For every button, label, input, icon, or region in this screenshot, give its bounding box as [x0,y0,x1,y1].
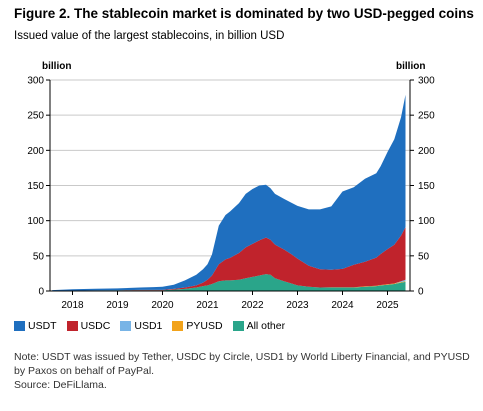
area-usdc [52,227,406,291]
y-tick-label-right: 300 [418,76,435,87]
legend-swatch [232,321,244,331]
y-axis-label-left: billion [42,61,71,72]
chart-subtitle: Issued value of the largest stablecoins,… [14,30,285,42]
legend-label: USDT [28,320,57,332]
y-tick-label-right: 150 [418,181,435,192]
y-axis-label-right: billion [396,61,425,72]
x-tick-label: 2024 [331,300,354,311]
y-tick-label-left: 150 [27,181,44,192]
legend-label: USD1 [134,320,163,332]
y-tick-label-right: 200 [418,146,435,157]
legend-item: USDT [14,320,57,332]
legend-item: USD1 [120,320,162,332]
source-text: Source: DeFiLlama. [14,379,107,391]
y-tick-label-left: 200 [27,146,44,157]
legend: USDT USDC USD1 PYUSD All other [14,320,285,332]
y-tick-label-left: 50 [33,251,45,262]
y-tick-label-right: 0 [418,287,424,298]
y-tick-label-left: 0 [38,287,44,298]
legend-item: All other [232,320,286,332]
y-tick-labels-left: 0 50 100 150 200 250 300 [27,76,44,298]
y-tick-label-right: 250 [418,111,435,122]
x-tick-labels: 2018 2019 2020 2021 2022 2023 2024 2025 [61,300,399,311]
area-series-layer [52,94,406,291]
legend-item: PYUSD [172,320,223,332]
note-text: Note: USDT was issued by Tether, USDC by… [14,351,470,377]
legend-swatch [172,321,184,331]
x-tick-label: 2020 [151,300,174,311]
legend-label: USDC [80,320,111,332]
legend-label: All other [246,320,286,332]
x-tick-label: 2018 [61,300,84,311]
y-tick-label-left: 300 [27,76,44,87]
legend-label: PYUSD [186,320,223,332]
x-tick-label: 2023 [286,300,309,311]
x-tick-label: 2021 [196,300,219,311]
legend-swatch [14,321,25,331]
y-tick-label-left: 250 [27,111,44,122]
x-tick-label: 2025 [376,300,399,311]
chart-title: Figure 2. The stablecoin market is domin… [14,6,474,21]
area-usdt [52,94,406,291]
legend-swatch [66,321,78,331]
y-tick-label-right: 50 [418,251,430,262]
area-all-other [52,274,406,291]
stacked-area-chart: billion billion 0 50 100 150 200 250 300 0 50 10… [27,61,435,311]
y-tick-labels-right: 0 50 100 150 200 250 300 [418,76,435,298]
x-tick-label: 2022 [241,300,264,311]
legend-swatch [120,321,132,331]
axes-layer [46,79,414,295]
legend-item: USDC [66,320,111,332]
y-tick-label-right: 100 [418,216,435,227]
x-tick-label: 2019 [106,300,129,311]
note-block: Note: USDT was issued by Tether, USDC by… [14,350,479,392]
y-tick-label-left: 100 [27,216,44,227]
